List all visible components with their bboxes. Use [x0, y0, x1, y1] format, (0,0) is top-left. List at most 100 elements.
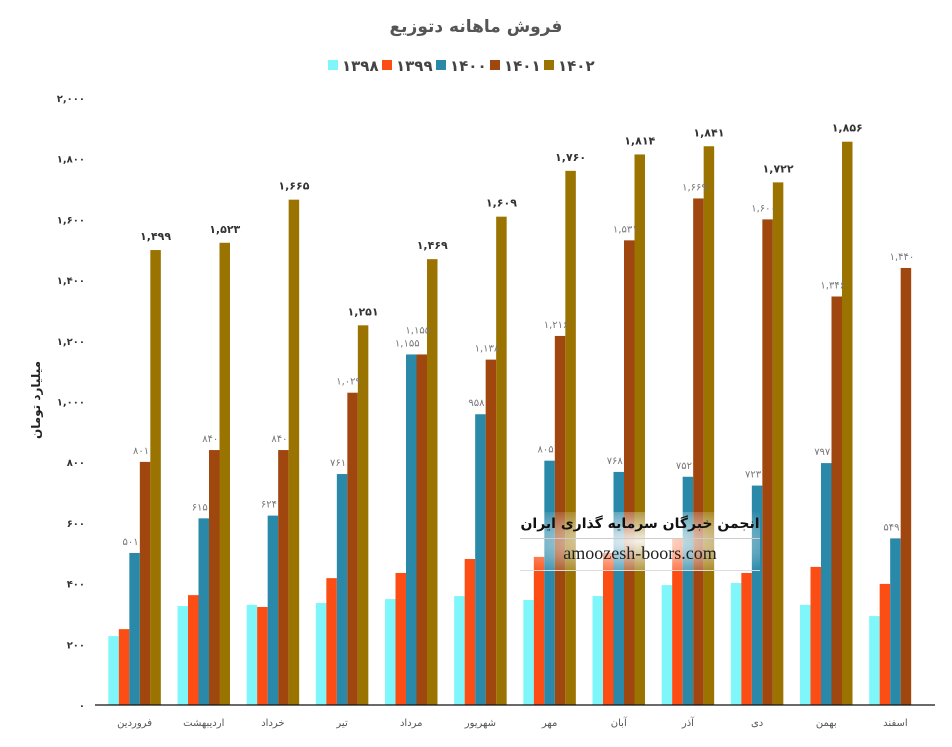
x-tick-label: خرداد [261, 718, 284, 729]
bar-۱۳۹۸-5 [454, 596, 465, 705]
data-label: ۱,۶۰۰ [751, 203, 776, 214]
bar-۱۴۰۰-11 [890, 538, 901, 705]
bar-۱۴۰۲-5 [496, 216, 507, 705]
bar-۱۴۰۲-8 [703, 146, 715, 706]
data-label: ۱,۶۶۵ [278, 180, 309, 193]
y-axis-label: میلیارد تومان [29, 361, 44, 439]
data-label: ۱,۷۶۰ [555, 151, 586, 164]
bar-۱۴۰۱-5 [485, 359, 497, 705]
bar-۱۴۰۱-11 [900, 267, 912, 705]
bar-۱۴۰۰-2 [267, 515, 279, 705]
bar-۱۴۰۰-8 [682, 476, 694, 705]
bar-۱۳۹۹-10 [810, 566, 821, 705]
bar-۱۴۰۲-2 [288, 199, 300, 706]
data-label: ۸۰۱ [133, 446, 149, 457]
bar-۱۴۰۰-9 [751, 485, 763, 705]
bar-۱۴۰۲-3 [357, 325, 369, 705]
bar-۱۳۹۹-1 [188, 595, 199, 705]
data-label: ۶۱۵ [192, 502, 208, 513]
bar-۱۴۰۲-1 [219, 242, 230, 705]
bar-۱۴۰۲-7 [634, 154, 645, 706]
data-label: ۱,۴۶۹ [417, 239, 448, 252]
y-tick-label: ۱,۰۰۰ [57, 398, 85, 409]
x-tick-label: بهمن [816, 718, 837, 729]
bar-۱۳۹۹-3 [326, 578, 337, 705]
x-tick-label: آذر [681, 716, 695, 729]
bar-۱۳۹۸-6 [523, 599, 534, 705]
bar-۱۳۹۸-9 [730, 582, 742, 705]
data-label: ۸۰۵ [538, 445, 554, 456]
y-tick-label: ۱,۴۰۰ [57, 276, 85, 287]
bar-۱۴۰۰-6 [544, 460, 555, 705]
bar-۱۳۹۸-4 [385, 599, 396, 705]
y-tick-label: ۴۰۰ [67, 580, 85, 591]
bar-۱۴۰۰-7 [613, 471, 624, 705]
data-label: ۱,۸۵۶ [832, 122, 863, 135]
data-label: ۹۵۸ [468, 398, 485, 409]
watermark-title: انجمن خبرگان سرمایه گذاری ایران [520, 512, 760, 539]
data-label: ۷۶۸ [607, 456, 624, 467]
data-label: ۸۴۰ [202, 434, 218, 445]
data-label: ۵۰۱ [123, 537, 139, 548]
bar-۱۳۹۹-6 [533, 556, 545, 705]
legend-swatch-3 [490, 60, 500, 70]
x-tick-label: اسفند [883, 718, 907, 729]
bar-۱۴۰۰-10 [821, 463, 832, 705]
data-label: ۱,۴۴۰ [890, 252, 915, 263]
data-label: ۱,۱۳۸ [475, 344, 500, 355]
watermark: انجمن خبرگان سرمایه گذاری ایران amoozesh… [520, 512, 760, 571]
data-label: ۱,۸۴۱ [693, 126, 724, 139]
bar-۱۳۹۹-11 [879, 583, 891, 705]
bar-۱۴۰۲-0 [150, 250, 161, 705]
data-label: ۱,۵۲۳ [209, 223, 240, 236]
bar-۱۴۰۱-1 [209, 450, 220, 705]
data-label: ۷۶۱ [330, 458, 346, 469]
y-tick-label: ۰ [79, 701, 85, 712]
bar-۱۴۰۱-9 [762, 219, 773, 705]
bar-۱۳۹۹-2 [257, 606, 268, 705]
bar-۱۳۹۸-1 [177, 606, 188, 705]
data-label: ۱,۱۵۵ [395, 338, 420, 349]
data-label: ۱,۶۰۹ [486, 197, 517, 210]
bar-۱۳۹۸-3 [315, 603, 327, 705]
bar-۱۴۰۲-9 [772, 182, 784, 706]
data-label: ۱,۰۲۹ [336, 377, 361, 388]
data-label: ۵۴۹ [883, 522, 899, 533]
x-tick-label: مرداد [400, 718, 423, 729]
data-label: ۱,۸۱۴ [624, 134, 655, 147]
y-tick-label: ۱,۲۰۰ [57, 337, 85, 348]
bar-۱۴۰۰-3 [336, 474, 348, 705]
y-tick-label: ۲,۰۰۰ [57, 94, 85, 105]
data-label: ۱,۶۶۹ [682, 182, 707, 193]
x-tick-label: آبان [611, 716, 628, 729]
legend-label-1: ۱۳۹۹ [396, 57, 433, 75]
legend-label-4: ۱۴۰۲ [558, 57, 595, 75]
data-label: ۷۵۲ [676, 461, 692, 472]
data-label: ۱,۴۹۹ [140, 230, 171, 243]
bar-۱۴۰۱-0 [139, 461, 151, 705]
x-axis: فروردین اردیبهشت خرداد تیر مرداد شهریور مهر آبا… [117, 716, 907, 729]
x-tick-label: مهر [541, 718, 557, 729]
data-label: ۱,۳۴۶ [820, 280, 845, 291]
bar-۱۴۰۱-10 [831, 296, 842, 705]
y-tick-label: ۲۰۰ [67, 640, 85, 651]
data-label: ۶۲۴ [261, 500, 277, 511]
data-label: ۱,۱۵۵ [405, 325, 430, 336]
legend: ۱۳۹۸ ۱۳۹۹ ۱۴۰۰ ۱۴۰۱ ۱۴۰۲ [328, 57, 595, 75]
data-label: ۷۲۳ [745, 470, 762, 481]
legend-label-3: ۱۴۰۱ [504, 57, 541, 75]
bar-۱۴۰۱-7 [624, 240, 635, 706]
bar-۱۳۹۹-7 [603, 552, 614, 705]
bar-۱۳۹۹-0 [118, 629, 130, 705]
x-tick-label: تیر [335, 718, 348, 729]
bar-۱۴۰۱-3 [347, 392, 358, 705]
legend-swatch-4 [544, 60, 554, 70]
y-tick-label: ۱,۸۰۰ [57, 155, 85, 166]
bar-۱۳۹۸-8 [661, 585, 673, 705]
watermark-url: amoozesh-boors.com [520, 539, 760, 571]
bar-۱۳۹۹-4 [395, 572, 406, 705]
bar-۱۳۹۸-11 [869, 616, 880, 705]
data-label: ۱,۲۵۱ [348, 305, 379, 318]
data-label: ۱,۲۱۶ [544, 320, 569, 331]
